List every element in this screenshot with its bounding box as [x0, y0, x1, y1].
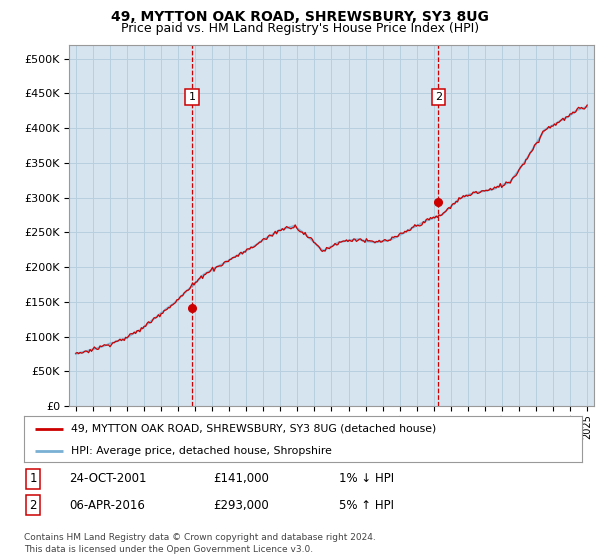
Text: 1: 1 [29, 472, 37, 486]
Text: 06-APR-2016: 06-APR-2016 [69, 498, 145, 512]
Text: 1% ↓ HPI: 1% ↓ HPI [339, 472, 394, 486]
Text: 49, MYTTON OAK ROAD, SHREWSBURY, SY3 8UG: 49, MYTTON OAK ROAD, SHREWSBURY, SY3 8UG [111, 10, 489, 24]
Text: HPI: Average price, detached house, Shropshire: HPI: Average price, detached house, Shro… [71, 446, 332, 455]
Text: 49, MYTTON OAK ROAD, SHREWSBURY, SY3 8UG (detached house): 49, MYTTON OAK ROAD, SHREWSBURY, SY3 8UG… [71, 424, 437, 434]
Text: £293,000: £293,000 [213, 498, 269, 512]
Text: 1: 1 [188, 92, 196, 102]
Text: Price paid vs. HM Land Registry's House Price Index (HPI): Price paid vs. HM Land Registry's House … [121, 22, 479, 35]
Text: 2: 2 [435, 92, 442, 102]
Text: 2: 2 [29, 498, 37, 512]
Text: 24-OCT-2001: 24-OCT-2001 [69, 472, 146, 486]
Text: Contains HM Land Registry data © Crown copyright and database right 2024.
This d: Contains HM Land Registry data © Crown c… [24, 533, 376, 554]
Text: £141,000: £141,000 [213, 472, 269, 486]
Text: 5% ↑ HPI: 5% ↑ HPI [339, 498, 394, 512]
